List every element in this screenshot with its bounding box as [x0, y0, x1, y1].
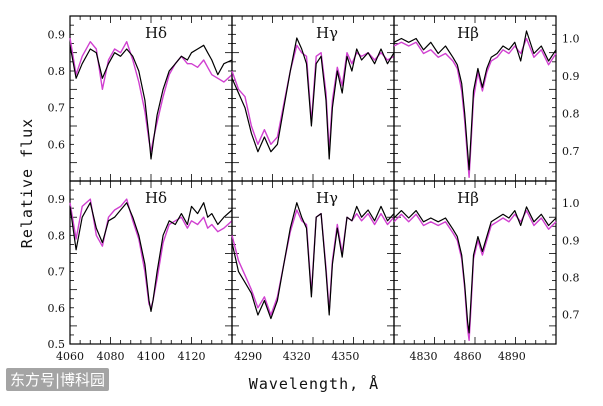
panel-label: Hγ — [316, 24, 338, 42]
y-tick-label: 0.7 — [562, 308, 580, 321]
y-tick-label: 0.9 — [48, 28, 66, 41]
y-tick-label: 0.7 — [562, 145, 580, 158]
y-tick-label: 0.8 — [48, 65, 66, 78]
panel-label: Hγ — [316, 189, 338, 207]
series-observed-line — [231, 37, 395, 160]
x-tick-label: 4100 — [137, 350, 165, 363]
panel-bottom-left: 0.5 0.6 0.7 0.8 0.9 4060 4080 4100 4120 Hδ — [48, 180, 233, 363]
x-tick-label: 4080 — [97, 350, 125, 363]
y-tick-label: 0.9 — [562, 70, 580, 83]
series-observed-line — [69, 202, 233, 312]
x-tick-label: 4860 — [454, 350, 482, 363]
y-tick-label: 1.0 — [562, 197, 580, 210]
panel-top-middle: Hγ — [231, 15, 395, 182]
panel-label: Hβ — [457, 24, 479, 42]
series-observed-line — [393, 206, 557, 334]
panel-top-right: 0.7 0.8 0.9 1.0 Hβ — [393, 15, 580, 182]
y-tick-label: 0.5 — [48, 338, 66, 351]
x-tick-label: 4290 — [234, 350, 262, 363]
y-tick-label: 1.0 — [562, 33, 580, 46]
y-tick-label: 0.9 — [48, 193, 66, 206]
panel-label: Hδ — [145, 189, 167, 207]
series-model-line — [393, 37, 557, 179]
y-tick-label: 0.6 — [48, 302, 66, 315]
y-tick-label: 0.8 — [562, 271, 580, 284]
series-model-line — [231, 44, 395, 153]
watermark: 东方号|博科园 — [6, 368, 110, 391]
series-observed-line — [69, 44, 233, 160]
y-tick-label: 0.6 — [48, 138, 66, 151]
x-tick-label: 4830 — [409, 350, 437, 363]
series-model-line — [69, 37, 233, 153]
x-tick-label: 4350 — [331, 350, 359, 363]
series-model-line — [393, 209, 557, 341]
y-tick-label: 0.9 — [562, 234, 580, 247]
y-tick-label: 0.7 — [48, 266, 66, 279]
x-tick-label: 4060 — [56, 350, 84, 363]
panel-bottom-middle: 4290 4320 4350 Hγ — [231, 180, 395, 363]
y-tick-label: 0.8 — [562, 108, 580, 121]
panel-label: Hδ — [145, 24, 167, 42]
x-tick-label: 4120 — [178, 350, 206, 363]
panel-grid: 0.60.70.80.9 Hδ Hγ0.70.80.91.0Hβ0.50.60.70… — [48, 15, 580, 363]
x-tick-label: 4890 — [498, 350, 526, 363]
x-axis-label: Wavelength, Å — [249, 374, 379, 393]
panel-bottom-right: 0.7 0.8 0.9 1.0 4830 4860 4890 Hβ — [393, 180, 580, 363]
panel-label: Hβ — [457, 189, 479, 207]
y-tick-label: 0.7 — [48, 102, 66, 115]
panel-top-left: 0.6 0.7 0.8 0.9 Hδ — [48, 15, 233, 182]
series-observed-line — [393, 30, 557, 171]
x-tick-label: 4320 — [283, 350, 311, 363]
y-tick-label: 0.8 — [48, 229, 66, 242]
y-axis-label: Relative flux — [18, 118, 36, 248]
series-observed-line — [231, 202, 395, 320]
